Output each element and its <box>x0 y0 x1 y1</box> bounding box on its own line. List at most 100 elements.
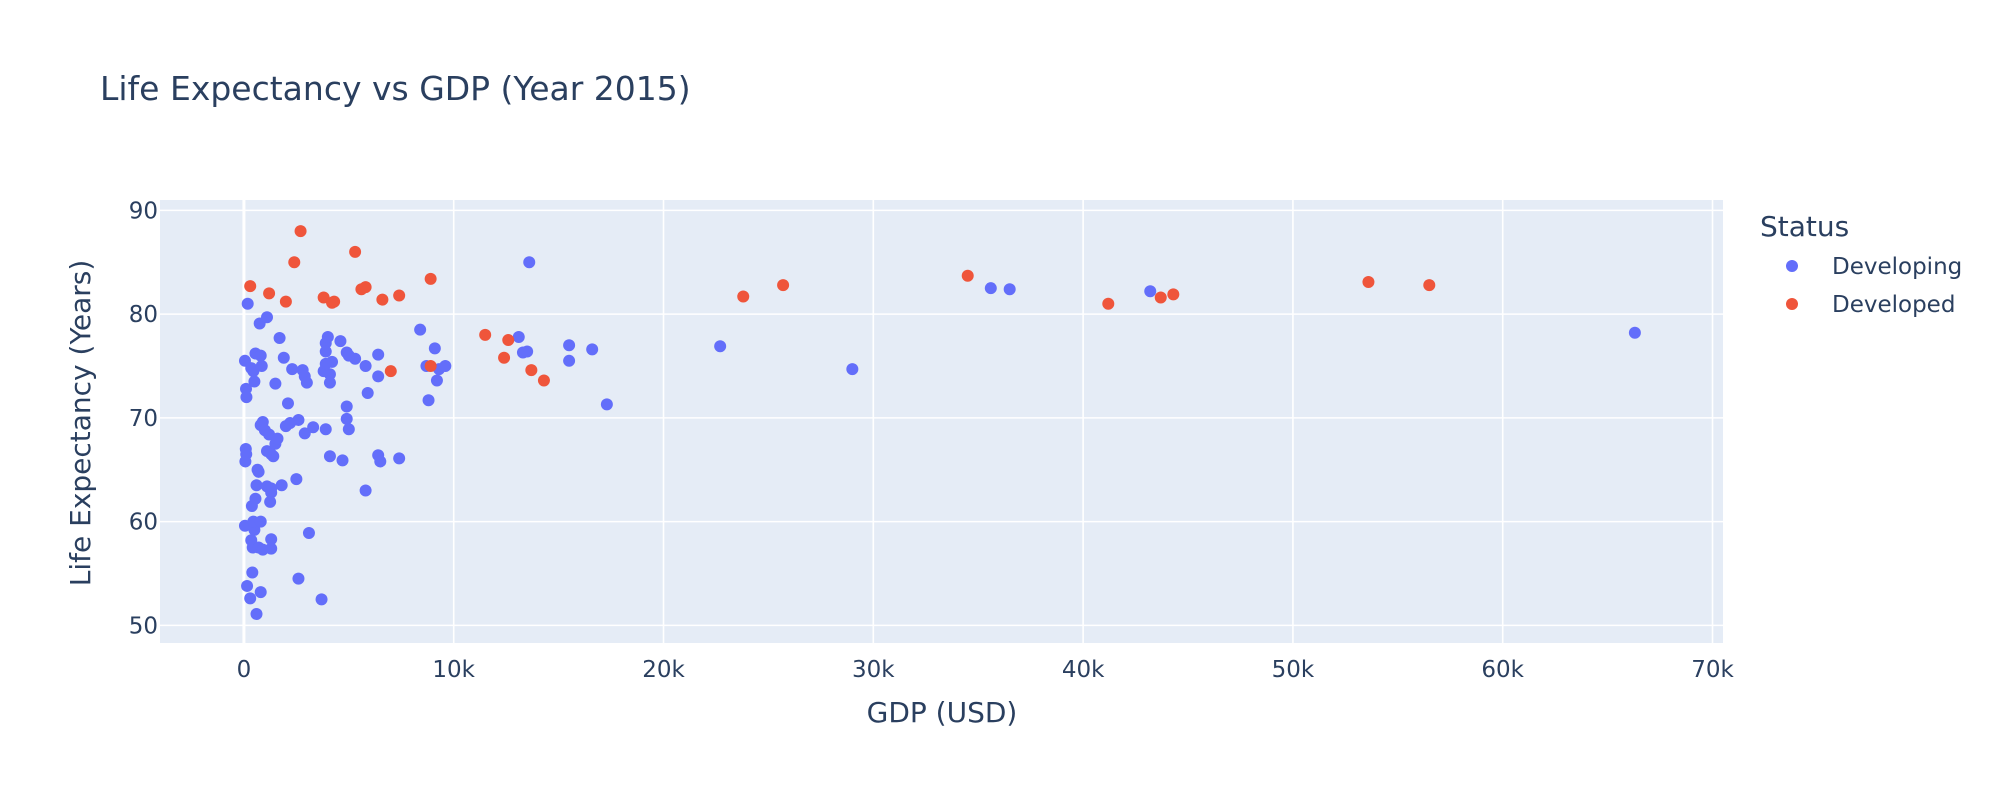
x-tick-label: 60k <box>1481 657 1524 683</box>
data-point <box>275 479 288 492</box>
data-point <box>269 377 282 390</box>
data-point <box>254 586 267 599</box>
legend: Status Developing Developed <box>1760 210 1962 318</box>
data-point <box>241 579 254 592</box>
data-point <box>737 290 750 303</box>
data-point <box>319 423 332 436</box>
data-point <box>250 607 263 620</box>
data-point <box>251 463 264 476</box>
data-point <box>523 256 536 269</box>
data-point <box>537 374 550 387</box>
data-point <box>1102 297 1115 310</box>
data-point <box>298 427 311 440</box>
data-points <box>238 225 1641 620</box>
data-point <box>563 339 576 352</box>
data-point <box>336 454 349 467</box>
data-point <box>250 479 263 492</box>
data-point <box>244 592 257 605</box>
data-point <box>284 417 297 430</box>
data-point <box>414 323 427 336</box>
data-point <box>255 359 268 372</box>
data-point <box>323 376 336 389</box>
data-point <box>244 280 257 293</box>
data-point <box>300 376 313 389</box>
data-point <box>340 400 353 413</box>
data-point <box>263 287 276 300</box>
data-point <box>422 394 435 407</box>
data-point <box>273 331 286 344</box>
data-point <box>264 495 277 508</box>
data-point <box>321 330 334 343</box>
y-tick-label: 70 <box>129 406 158 432</box>
data-point <box>1362 275 1375 288</box>
x-axis-title: GDP (USD) <box>867 696 1018 729</box>
series-developing <box>238 256 1641 620</box>
data-point <box>302 527 315 540</box>
data-point <box>563 354 576 367</box>
data-point <box>961 269 974 282</box>
data-point <box>361 386 374 399</box>
data-point <box>265 533 278 546</box>
data-point <box>254 349 267 362</box>
x-axis-ticks: 0 10k 20k 30k 40k 50k 60k 70k <box>237 657 1735 683</box>
y-axis-title: Life Expectancy (Years) <box>64 260 97 586</box>
y-axis-ticks: 50 60 70 80 90 <box>129 198 158 639</box>
data-point <box>525 364 538 377</box>
data-point <box>342 349 355 362</box>
data-point <box>241 297 254 310</box>
data-point <box>512 330 525 343</box>
data-point <box>281 397 294 410</box>
y-tick-label: 80 <box>129 302 158 328</box>
data-point <box>498 351 511 364</box>
data-point <box>265 486 278 499</box>
data-point <box>714 340 727 353</box>
data-point <box>430 374 443 387</box>
data-point <box>424 272 437 285</box>
legend-marker-developing <box>1786 260 1798 272</box>
data-point <box>239 455 252 468</box>
data-point <box>265 542 278 555</box>
data-point <box>376 293 389 306</box>
data-point <box>294 225 307 238</box>
data-point <box>286 363 299 376</box>
y-tick-label: 90 <box>129 198 158 224</box>
x-tick-label: 40k <box>1062 657 1105 683</box>
data-point <box>372 370 385 383</box>
legend-items: Developing Developed <box>1786 254 1962 318</box>
data-point <box>267 450 280 463</box>
legend-label-developing: Developing <box>1832 254 1962 280</box>
data-point <box>984 282 997 295</box>
x-tick-label: 50k <box>1272 657 1315 683</box>
data-point <box>586 343 599 356</box>
data-point <box>521 345 534 358</box>
data-point <box>271 432 284 445</box>
data-point <box>600 398 613 411</box>
data-point <box>1154 291 1167 304</box>
data-point <box>279 295 292 308</box>
x-tick-label: 0 <box>237 657 252 683</box>
data-point <box>260 311 273 324</box>
data-point <box>246 566 259 579</box>
data-point <box>359 281 372 294</box>
data-point <box>254 515 267 528</box>
x-gridlines <box>242 200 1714 643</box>
data-point <box>384 365 397 378</box>
data-point <box>277 351 290 364</box>
legend-label-developed: Developed <box>1832 292 1955 318</box>
y-tick-label: 60 <box>129 510 158 536</box>
data-point <box>248 375 261 388</box>
data-point <box>292 572 305 585</box>
x-tick-label: 30k <box>852 657 895 683</box>
data-point <box>777 279 790 292</box>
data-point <box>479 328 492 341</box>
data-point <box>1423 279 1436 292</box>
data-point <box>249 492 262 505</box>
data-point <box>502 334 515 347</box>
data-point <box>359 484 372 497</box>
data-point <box>319 357 332 370</box>
data-point <box>342 423 355 436</box>
data-point <box>326 296 339 309</box>
data-point <box>290 473 303 486</box>
data-point <box>1628 326 1641 339</box>
